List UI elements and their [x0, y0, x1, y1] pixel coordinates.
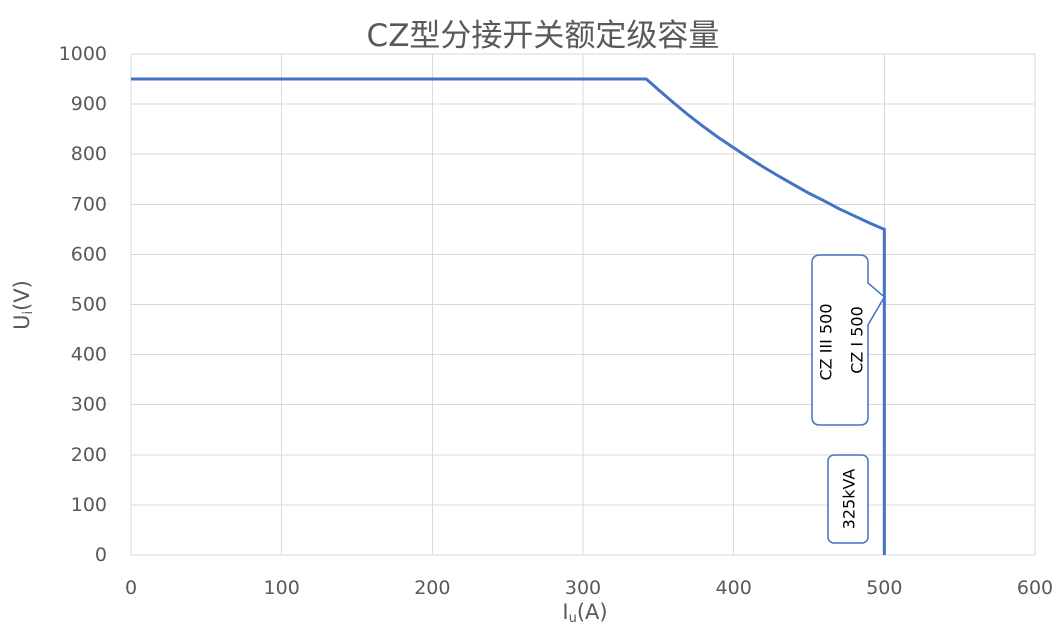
series-group — [131, 77, 886, 555]
y-tick-label: 900 — [71, 93, 107, 115]
series-line — [131, 77, 886, 555]
y-tick-label: 700 — [71, 193, 107, 215]
callout-label: CZ III 500 — [817, 304, 836, 381]
y-tick-label: 800 — [71, 143, 107, 165]
x-axis-label: Iu(A) — [562, 600, 607, 626]
chart-title: CZ型分接开关额定级容量 — [367, 18, 720, 54]
y-axis-label-base: U — [10, 315, 34, 330]
y-tick-label: 500 — [71, 294, 107, 316]
y-tick-labels: 0 100 200 300 400 500 600 700 800 900 1000 — [59, 43, 107, 566]
callout-label: 325kVA — [840, 469, 859, 530]
y-tick-label: 300 — [71, 394, 107, 416]
x-tick-labels: 0 100 200 300 400 500 600 — [125, 577, 1053, 599]
x-tick-label: 400 — [716, 577, 752, 599]
x-tick-label: 100 — [264, 577, 300, 599]
gridlines — [130, 53, 1036, 556]
x-axis-label-subscript: u — [569, 611, 577, 626]
x-tick-label: 300 — [565, 577, 601, 599]
x-tick-label: 0 — [125, 577, 137, 599]
y-tick-label: 200 — [71, 444, 107, 466]
y-axis-label: Ui(V) — [10, 280, 36, 330]
annotations: CZ III 500 CZ I 500 325kVA — [811, 254, 886, 544]
x-tick-label: 500 — [866, 577, 902, 599]
x-axis-label-suffix: (A) — [577, 600, 608, 624]
callout-box — [827, 454, 869, 544]
y-axis-label-subscript: i — [21, 311, 36, 315]
y-axis-label-suffix: (V) — [10, 280, 34, 311]
y-tick-label: 400 — [71, 344, 107, 366]
x-axis-label-base: I — [562, 600, 568, 624]
y-tick-label: 0 — [95, 544, 107, 566]
callout-label: CZ I 500 — [848, 306, 867, 374]
callout-box — [811, 254, 886, 426]
y-tick-label: 1000 — [59, 43, 107, 65]
x-tick-label: 200 — [414, 577, 450, 599]
y-tick-label: 600 — [71, 243, 107, 265]
y-tick-label: 100 — [71, 494, 107, 516]
x-tick-label: 600 — [1017, 577, 1053, 599]
